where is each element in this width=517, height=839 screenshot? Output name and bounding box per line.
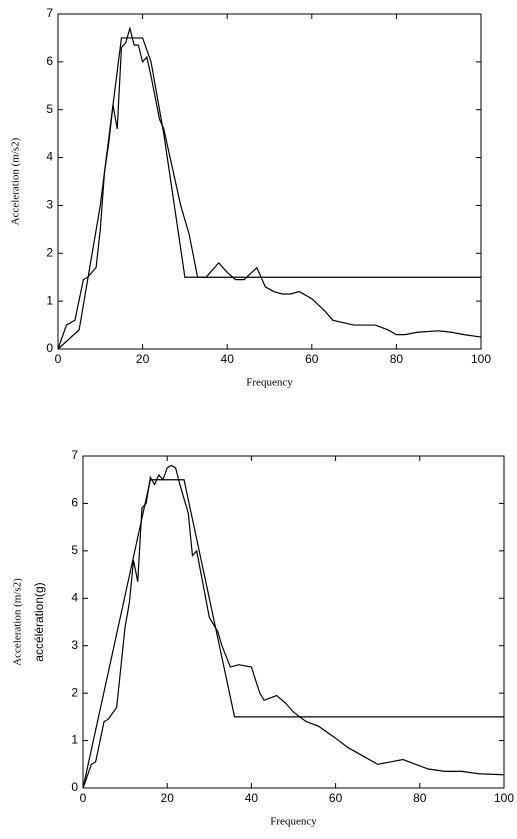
x-tick-label: 60: [329, 791, 343, 805]
y-tick-label: 7: [46, 6, 53, 20]
y-tick-label: 5: [46, 102, 53, 116]
y-axis-label-2: accélération(g): [32, 582, 46, 661]
x-tick-label: 80: [390, 352, 404, 366]
x-tick-label: 0: [80, 791, 87, 805]
y-tick-label: 1: [71, 733, 78, 747]
x-axis-label: Frequency: [270, 816, 317, 828]
x-tick-label: 20: [161, 791, 175, 805]
y-tick-label: 2: [46, 245, 53, 259]
data-line: [82, 479, 504, 789]
y-tick-label: 5: [71, 543, 78, 557]
x-tick-label: 40: [245, 791, 259, 805]
x-tick-label: 100: [494, 791, 514, 805]
y-tick-label: 3: [46, 198, 53, 212]
x-tick-label: 100: [471, 352, 491, 366]
y-tick-label: 6: [71, 496, 78, 510]
y-tick-label: 6: [46, 54, 53, 68]
y-tick-label: 4: [71, 590, 78, 604]
y-tick-label: 0: [71, 780, 78, 794]
y-tick-label: 3: [71, 638, 78, 652]
x-tick-label: 60: [305, 352, 319, 366]
y-tick-label: 2: [71, 685, 78, 699]
y-axis-label: Acceleration (m/s2): [12, 578, 24, 666]
data-line: [82, 464, 505, 789]
plot-frame: [82, 455, 505, 789]
y-tick-label: 7: [71, 448, 78, 462]
x-tick-label: 0: [55, 352, 62, 366]
y-tick-label: 0: [46, 341, 53, 355]
data-line: [57, 26, 482, 350]
x-tick-label: 40: [221, 352, 235, 366]
y-tick-label: 1: [46, 293, 53, 307]
y-axis-label: Acceleration (m/s2): [10, 137, 22, 225]
x-tick-label: 80: [413, 791, 427, 805]
x-tick-label: 20: [136, 352, 150, 366]
y-tick-label: 4: [46, 150, 53, 164]
data-line: [57, 37, 481, 350]
x-axis-label: Frequency: [246, 377, 293, 389]
plot-frame: [57, 13, 482, 350]
